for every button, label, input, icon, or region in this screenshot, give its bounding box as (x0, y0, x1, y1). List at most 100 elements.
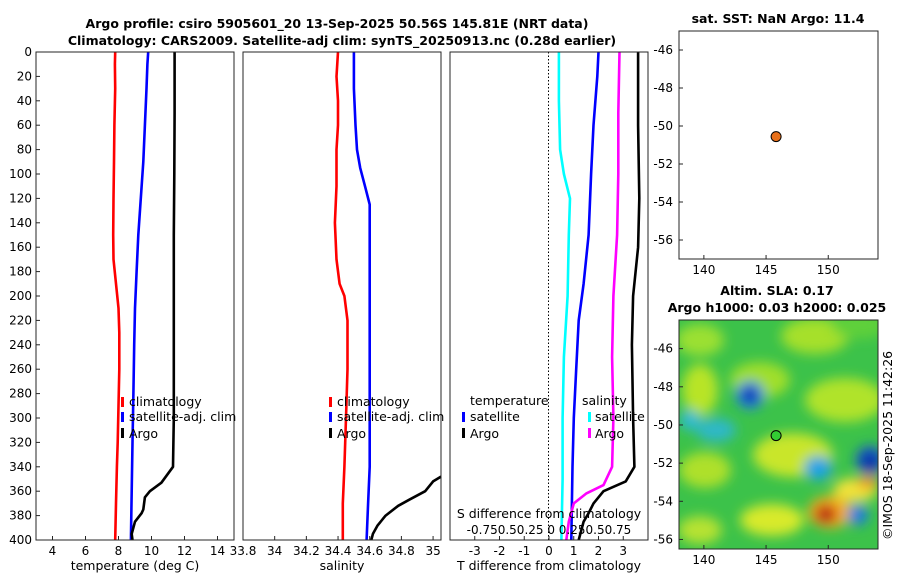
x-tick-label: 14 (210, 544, 225, 558)
temperature-x-label: temperature (deg C) (71, 558, 200, 573)
x-tick-label: -2 (494, 544, 506, 558)
salinity-legend: climatology satellite-adj. clim Argo (329, 394, 444, 441)
salinity-x-label: salinity (320, 558, 365, 573)
temperature-axes-box (35, 51, 235, 541)
x-tick-label: 140 (692, 553, 715, 567)
y-tick-label: 40 (17, 94, 32, 108)
series-line-climatology (111, 51, 121, 541)
legend-swatch-s-argo (588, 428, 591, 438)
temperature-legend: climatology satellite-adj. clim Argo (121, 394, 236, 441)
y-tick-label: 240 (9, 338, 32, 352)
sla-y-ticks: -46 -48 -50 -52 -54 -56 (653, 342, 683, 546)
y-tick-label: -52 (653, 157, 673, 171)
sla-axes-box (678, 319, 879, 550)
y-tick-label: -50 (653, 418, 673, 432)
y-tick-label: 160 (9, 240, 32, 254)
x-tick-label: 10 (144, 544, 159, 558)
series-line-s-argo (565, 51, 621, 541)
legend-swatch-argo (121, 428, 124, 438)
x-tick-label: -1 (518, 544, 530, 558)
difference-x-label: T difference from climatology (456, 558, 642, 573)
series-line-satellite-adj-clim (129, 51, 150, 541)
y-tick-label: 180 (9, 265, 32, 279)
x-tick-label: 35 (425, 544, 440, 558)
imos-watermark: ©IMOS 18-Sep-2025 11:42:26 (880, 351, 895, 540)
sst-map-title: sat. SST: NaN Argo: 11.4 (692, 11, 865, 26)
x-tick-label: 8 (115, 544, 123, 558)
y-tick-label: 300 (9, 411, 32, 425)
y-tick-label: 100 (9, 167, 32, 181)
x-tick-label: 34.2 (293, 544, 320, 558)
x-tick-label: 145 (755, 263, 778, 277)
legend-label-climatology: climatology (337, 394, 410, 409)
x-tick-label: 34 (267, 544, 282, 558)
legend-swatch-argo (329, 428, 332, 438)
y-tick-label: -48 (653, 81, 673, 95)
series-line-argo (130, 52, 176, 541)
figure-title-line2: Climatology: CARS2009. Satellite-adj cli… (68, 33, 616, 49)
legend-swatch-t-argo (462, 428, 465, 438)
difference-secondary-x-ticks: -0.750.50.25 0 0.250.50.75 (467, 523, 632, 537)
legend-swatch-satellite (121, 412, 124, 422)
difference-x-ticks: -3 -2 -1 0 1 2 3 (469, 536, 627, 558)
x-tick-label: 150 (817, 263, 840, 277)
y-tick-label: -52 (653, 456, 673, 470)
sst-axes-box (678, 30, 879, 260)
sla-map-panel: 140 145 150 -46 -48 -50 -52 -54 -56 (653, 319, 879, 567)
y-tick-label: 60 (17, 118, 32, 132)
y-tick-label: 280 (9, 387, 32, 401)
legend-swatch-t-satellite (462, 412, 465, 422)
y-tick-label: 220 (9, 313, 32, 327)
legend-label-s-satellite: satellite (595, 409, 645, 424)
difference-secondary-x-label: S difference from climatology (457, 506, 642, 521)
argo-position-marker (770, 131, 782, 143)
temperature-x-ticks: 4 6 8 10 12 14 (49, 536, 225, 558)
y-tick-label: 380 (9, 509, 32, 523)
series-line-t-satellite (570, 51, 600, 541)
legend-swatch-s-satellite (588, 412, 591, 422)
x-tick-label: 150 (817, 553, 840, 567)
y-tick-label: -54 (653, 195, 673, 209)
x-tick-label: 2 (595, 544, 603, 558)
y-tick-label: 320 (9, 435, 32, 449)
series-line-climatology (333, 51, 349, 540)
y-tick-label: 340 (9, 460, 32, 474)
x-tick-label: 0 (545, 544, 553, 558)
x-tick-label: 34.4 (325, 544, 352, 558)
y-tick-label: 400 (9, 533, 32, 547)
legend-swatch-satellite (329, 412, 332, 422)
x-tick-label: 3 (619, 544, 627, 558)
y-tick-label: 20 (17, 69, 32, 83)
y-tick-label: 260 (9, 362, 32, 376)
legend-label-t-argo: Argo (470, 426, 499, 441)
x-tick-label: 33.8 (230, 544, 257, 558)
y-tick-label: 0 (24, 45, 32, 59)
legend-label-t-satellite: satellite (470, 409, 520, 424)
sla-map-title-line2: Argo h1000: 0.03 h2000: 0.025 (668, 300, 887, 315)
legend-label-argo: Argo (337, 426, 366, 441)
difference-legend: temperature satellite Argo salinity sate… (462, 393, 645, 441)
sla-x-ticks: 140 145 150 (692, 545, 840, 567)
y-tick-label: -46 (653, 43, 673, 57)
salinity-series (333, 51, 442, 541)
sla-heatmap (679, 320, 878, 549)
y-tick-label: -50 (653, 119, 673, 133)
figure-title-line1: Argo profile: csiro 5905601_20 13-Sep-20… (86, 16, 589, 32)
x-tick-label: 12 (177, 544, 192, 558)
y-tick-label: 200 (9, 289, 32, 303)
y-tick-label: -56 (653, 532, 673, 546)
x-tick-label: -3 (469, 544, 481, 558)
difference-series (557, 51, 641, 541)
y-tick-label: 80 (17, 143, 32, 157)
salinity-panel: 33.8 34 34.2 34.4 34.6 34.8 35 salinity climat… (230, 51, 444, 573)
y-tick-label: 140 (9, 216, 32, 230)
legend-label-argo: Argo (129, 426, 158, 441)
legend-title-temperature: temperature (470, 393, 549, 408)
y-tick-label: -56 (653, 233, 673, 247)
x-tick-label: 34.8 (388, 544, 415, 558)
sla-map-title-line1: Altim. SLA: 0.17 (720, 283, 833, 298)
x-tick-label: 140 (692, 263, 715, 277)
sst-y-ticks: -46 -48 -50 -52 -54 -56 (653, 43, 683, 247)
y-tick-label: 360 (9, 484, 32, 498)
x-tick-label: 6 (82, 544, 90, 558)
